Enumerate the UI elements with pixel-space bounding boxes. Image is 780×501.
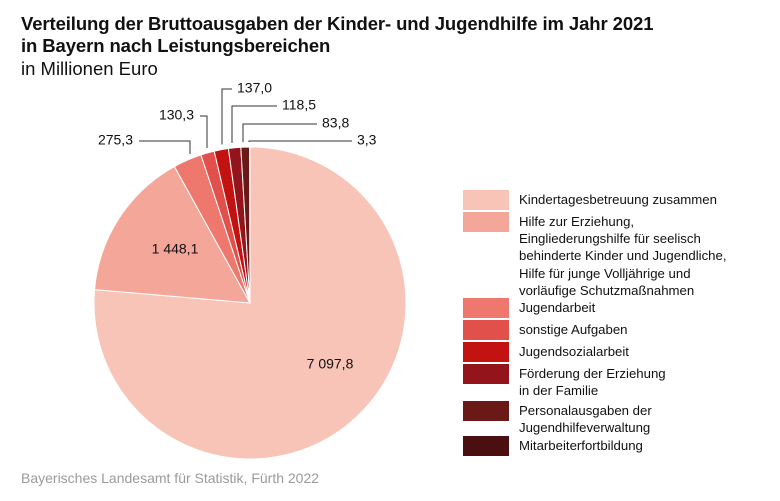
pie-leader-lines xyxy=(139,88,352,154)
pie-data-label-kindertagesbetreuung-zusammen: 7 097,8 xyxy=(307,356,354,372)
pie-data-labels: 7 097,8 1 448,1 275,3 130,3 137,0 118,5 83,8 3,… xyxy=(98,80,377,372)
chart-title-line-1: Verteilung der Bruttoausgaben der Kinder… xyxy=(21,13,654,34)
legend-swatch xyxy=(463,320,509,340)
legend-label: Förderung der Erziehung in der Familie xyxy=(519,366,666,399)
leader-line-jugendsozialarbeit xyxy=(221,88,232,145)
legend-swatch xyxy=(463,436,509,456)
legend-swatch xyxy=(463,401,509,421)
pie-slice-kindertagesbetreuung-zusammen xyxy=(93,146,407,460)
leader-line-personalausgaben-der-jugendhilfeverwaltu xyxy=(242,123,317,143)
legend-swatch xyxy=(463,212,509,232)
leader-line-förderung-der-erziehung-in-der-familie xyxy=(231,105,277,144)
legend-label: Jugendsozialarbeit xyxy=(519,344,629,359)
leader-line-sonstige-aufgaben xyxy=(200,115,208,149)
legend-label: Hilfe zur Erziehung, Eingliederungshilfe… xyxy=(519,214,727,298)
legend-label: sonstige Aufgaben xyxy=(519,322,628,337)
pie-data-label-jugendsozialarbeit: 137,0 xyxy=(237,80,272,96)
pie-data-label-personalausgaben-der-jugendhilfeverwaltu: 83,8 xyxy=(322,115,349,131)
legend-label: Personalausgaben der Jugendhilfeverwaltu… xyxy=(519,403,652,436)
pie-data-label-sonstige-aufgaben: 130,3 xyxy=(159,107,194,123)
legend-label: Mitarbeiterfortbildung xyxy=(519,438,643,453)
chart-title-line-2: in Bayern nach Leistungsbereichen xyxy=(21,35,331,56)
pie-data-label-hilfe-zur-erziehung-eingliederungshilfe-: 1 448,1 xyxy=(152,241,199,257)
pie-slices xyxy=(93,146,407,460)
legend-swatch xyxy=(463,364,509,384)
pie-data-label-jugendarbeit: 275,3 xyxy=(98,132,133,148)
pie-data-label-mitarbeiterfortbildung: 3,3 xyxy=(357,132,377,148)
pie-slice-hilfe-zur-erziehung-eingliederungshilfe- xyxy=(94,165,251,304)
legend-swatch xyxy=(463,190,509,210)
legend-swatch xyxy=(463,298,509,318)
leader-line-mitarbeiterfortbildung xyxy=(248,140,352,143)
source-note: Bayerisches Landesamt für Statistik, Für… xyxy=(21,470,320,486)
legend-label: Kindertagesbetreuung zusammen xyxy=(519,192,717,207)
pie-data-label-förderung-der-erziehung-in-der-familie: 118,5 xyxy=(282,97,316,113)
chart-title: Verteilung der Bruttoausgaben der Kinder… xyxy=(21,13,654,57)
leader-line-jugendarbeit xyxy=(139,140,191,154)
legend-swatch xyxy=(463,342,509,362)
chart-subtitle: in Millionen Euro xyxy=(21,58,158,79)
legend-label: Jugendarbeit xyxy=(519,300,596,315)
